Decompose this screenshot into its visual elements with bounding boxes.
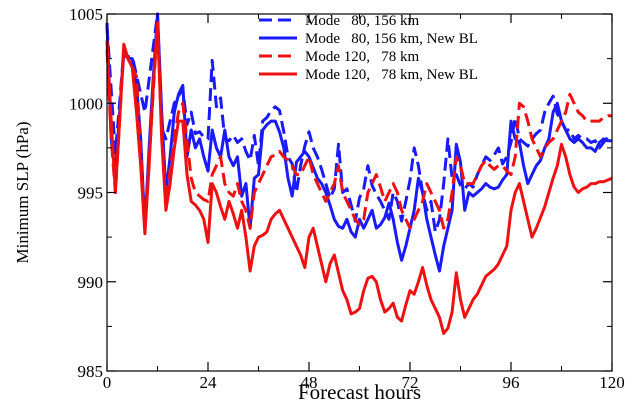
y-tick-label: 1005 [69,5,103,24]
series-line-2 [105,12,612,273]
y-tick-label: 990 [78,273,104,292]
legend-label-2: Mode 80, 156 km, New BL [305,31,478,47]
legend-label-3: Mode 120, 78 km [305,49,419,65]
x-tick-label: 0 [103,373,112,392]
x-tick-label: 72 [402,373,419,392]
legend: Mode 80, 156 km Mode 80, 156 km, New BL Mo… [259,13,478,83]
axes-layer: 0 24 48 72 96 120 985 990 995 1000 1005 [69,5,625,392]
x-tick-label: 48 [301,373,318,392]
series-line-3 [105,21,612,230]
legend-label-4: Mode 120, 78 km, New BL [305,67,478,83]
x-tick-label: 24 [200,373,218,392]
legend-label-1: Mode 80, 156 km [305,13,419,29]
y-tick-label: 1000 [69,94,103,113]
series-line-4 [105,21,613,335]
series-layer [105,12,613,335]
y-tick-label: 995 [78,184,104,203]
y-axis-label: Minimum SLP (hPa) [13,122,32,264]
x-axis-label: Forecast hours [298,380,421,404]
y-tick-label: 985 [78,362,104,381]
x-tick-label: 96 [503,373,520,392]
x-tick-label: 120 [599,373,625,392]
